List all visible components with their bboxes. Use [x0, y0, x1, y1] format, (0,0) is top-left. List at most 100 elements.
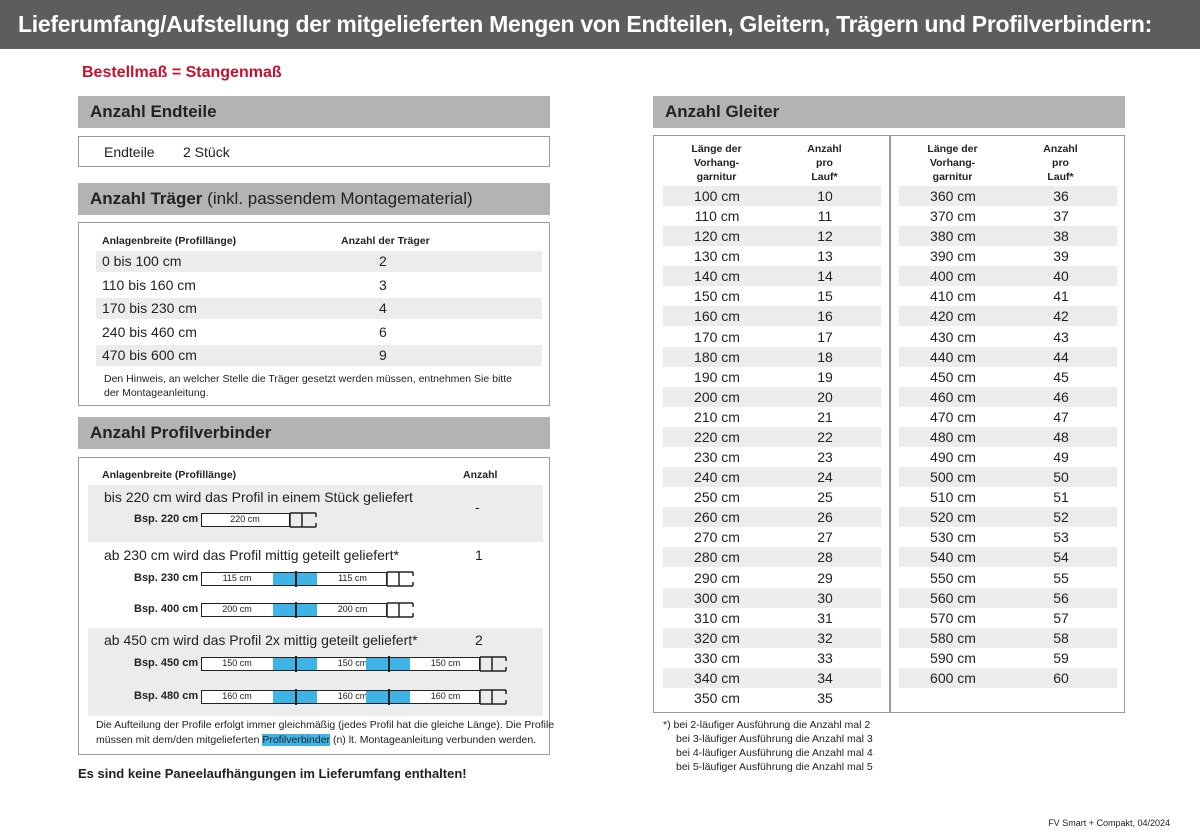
length-cell: 400 cm	[930, 268, 976, 285]
length-cell: 290 cm	[694, 569, 740, 586]
count-cell: 32	[817, 629, 833, 646]
example-label: Bsp. 220 cm	[134, 513, 199, 525]
count-cell: 60	[1053, 669, 1069, 686]
length-cell: 200 cm	[694, 388, 740, 405]
length-cell: 600 cm	[930, 669, 976, 686]
profile-joint	[388, 689, 390, 705]
count-cell: 46	[1053, 388, 1069, 405]
endteile-box: Endteile 2 Stück	[78, 136, 550, 167]
count-cell: 45	[1053, 368, 1069, 385]
count-cell: 19	[817, 368, 833, 385]
length-cell: 550 cm	[930, 569, 976, 586]
count-cell: 33	[817, 649, 833, 666]
footnotes: *) bei 2-läufiger Ausführung die Anzahl …	[663, 718, 873, 774]
table-row: 330 cm 33	[663, 648, 881, 668]
range-cell: 110 bis 160 cm	[102, 276, 196, 293]
table-row: 250 cm 25	[663, 487, 881, 507]
length-cell: 270 cm	[694, 529, 740, 546]
table-row: 180 cm 18	[663, 346, 881, 367]
length-cell: 300 cm	[694, 589, 740, 606]
count-cell: 22	[817, 428, 833, 445]
segment-label: 150 cm	[430, 658, 461, 668]
length-cell: 470 cm	[930, 408, 976, 425]
table-row: 580 cm 58	[899, 627, 1117, 648]
no-panel-note: Es sind keine Paneelaufhängungen im Lief…	[78, 766, 467, 781]
length-cell: 320 cm	[694, 629, 740, 646]
length-cell: 490 cm	[930, 449, 976, 466]
col-header: Länge der Vorhang- garnitur	[691, 143, 742, 183]
length-cell: 250 cm	[694, 489, 740, 506]
profile-bar: 200 cm 200 cm	[201, 602, 387, 618]
count-cell: 55	[1053, 569, 1069, 586]
table-row: 450 cm 45	[899, 367, 1117, 387]
col-header: Länge der Vorhang- garnitur	[927, 143, 978, 183]
group-text: ab 450 cm wird das Profil 2x mittig gete…	[104, 632, 418, 648]
segment-label: 150 cm	[222, 658, 252, 668]
length-cell: 520 cm	[930, 509, 976, 526]
gleiter-header: Anzahl Gleiter	[653, 96, 1125, 128]
count-cell: 42	[1053, 308, 1069, 325]
footnote-line: *) bei 2-läufiger Ausführung die Anzahl …	[663, 719, 871, 731]
length-cell: 530 cm	[930, 529, 976, 546]
table-row: 570 cm 57	[899, 608, 1117, 628]
segment-label: 200 cm	[222, 604, 252, 614]
length-cell: 310 cm	[694, 609, 740, 626]
count-cell: 29	[817, 569, 833, 586]
table-row: 240 cm 24	[663, 467, 881, 488]
traeger-header-title: Anzahl Träger	[90, 189, 203, 208]
table-row: 370 cm 37	[899, 206, 1117, 226]
length-cell: 380 cm	[930, 228, 976, 245]
count-cell: 18	[817, 348, 833, 365]
table-row: 390 cm 39	[899, 246, 1117, 266]
count-cell: 16	[817, 308, 833, 325]
count-cell: 6	[379, 323, 387, 340]
segment-label: 160 cm	[430, 691, 461, 701]
profil-note: Die Aufteilung der Profile erfolgt immer…	[96, 719, 555, 731]
count-cell: 59	[1053, 649, 1069, 666]
length-cell: 420 cm	[930, 308, 976, 325]
traeger-note: Den Hinweis, an welcher Stelle die Träge…	[104, 373, 512, 385]
col-header: Anlagenbreite (Profillänge)	[102, 469, 237, 481]
divider	[889, 136, 891, 712]
col-header: Anzahl der Träger	[341, 235, 430, 247]
col-header: Anlagenbreite (Profillänge)	[102, 235, 237, 247]
footnote-line: bei 3-läufiger Ausführung die Anzahl mal…	[676, 733, 873, 745]
table-row: 110 bis 160 cm 3	[96, 275, 542, 296]
traeger-header: Anzahl Träger (inkl. passendem Montagema…	[78, 183, 550, 215]
count-cell: 10	[817, 188, 833, 204]
traeger-header-note: (inkl. passendem Montagematerial)	[207, 189, 473, 208]
table-row: 160 cm 16	[663, 306, 881, 327]
count-cell: 36	[1053, 188, 1069, 204]
segment-label: 160 cm	[337, 691, 368, 701]
profile-joint	[295, 689, 297, 705]
count-cell: 48	[1053, 428, 1069, 445]
count-cell: 17	[817, 328, 833, 345]
col-header: Anzahl pro Lauf*	[1043, 143, 1078, 183]
example-label: Bsp. 450 cm	[134, 657, 199, 669]
table-row: 500 cm 50	[899, 467, 1117, 488]
length-cell: 360 cm	[930, 188, 976, 204]
profile-bar: 220 cm	[201, 513, 290, 527]
count-cell: 53	[1053, 529, 1069, 546]
length-cell: 230 cm	[694, 449, 740, 466]
table-row: 470 cm 47	[899, 407, 1117, 427]
length-cell: 570 cm	[930, 609, 976, 626]
count-cell: 58	[1053, 629, 1069, 646]
table-row: 590 cm 59	[899, 648, 1117, 668]
table-row: 600 cm 60	[899, 667, 1117, 688]
table-row: 110 cm 11	[663, 206, 881, 226]
table-row: 540 cm 54	[899, 547, 1117, 568]
length-cell: 220 cm	[694, 428, 740, 445]
table-row: 130 cm 13	[663, 246, 881, 266]
length-cell: 440 cm	[930, 348, 976, 365]
footer: FV Smart + Compakt, 04/2024	[1048, 818, 1170, 828]
footnote-line: bei 5-läufiger Ausführung die Anzahl mal…	[676, 761, 873, 773]
count-cell: 21	[817, 408, 833, 425]
table-row: 240 bis 460 cm 6	[96, 322, 542, 343]
table-row: 200 cm 20	[663, 386, 881, 407]
segment-label: 220 cm	[230, 514, 260, 524]
length-cell: 390 cm	[930, 248, 976, 265]
range-cell: 170 bis 230 cm	[102, 300, 197, 316]
count-cell: 15	[817, 288, 833, 305]
length-cell: 580 cm	[930, 629, 976, 646]
